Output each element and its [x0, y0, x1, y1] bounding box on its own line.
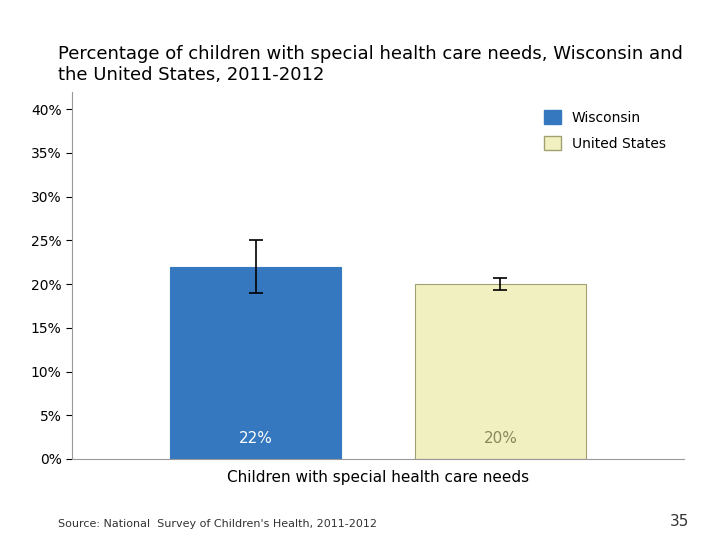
Text: 35: 35 — [670, 514, 689, 529]
X-axis label: Children with special health care needs: Children with special health care needs — [227, 470, 529, 485]
Bar — [415, 284, 586, 459]
Bar — [170, 267, 341, 459]
Text: 22%: 22% — [238, 431, 273, 446]
Text: PEOPLE WITH DISABILITIES: PEOPLE WITH DISABILITIES — [11, 14, 286, 32]
Text: Demographics: Demographics — [578, 14, 709, 32]
Legend: Wisconsin, United States: Wisconsin, United States — [533, 99, 677, 161]
Text: 20%: 20% — [483, 431, 518, 446]
Text: Source: National  Survey of Children's Health, 2011-2012: Source: National Survey of Children's He… — [58, 519, 377, 529]
Text: Percentage of children with special health care needs, Wisconsin and
the United : Percentage of children with special heal… — [58, 45, 683, 84]
